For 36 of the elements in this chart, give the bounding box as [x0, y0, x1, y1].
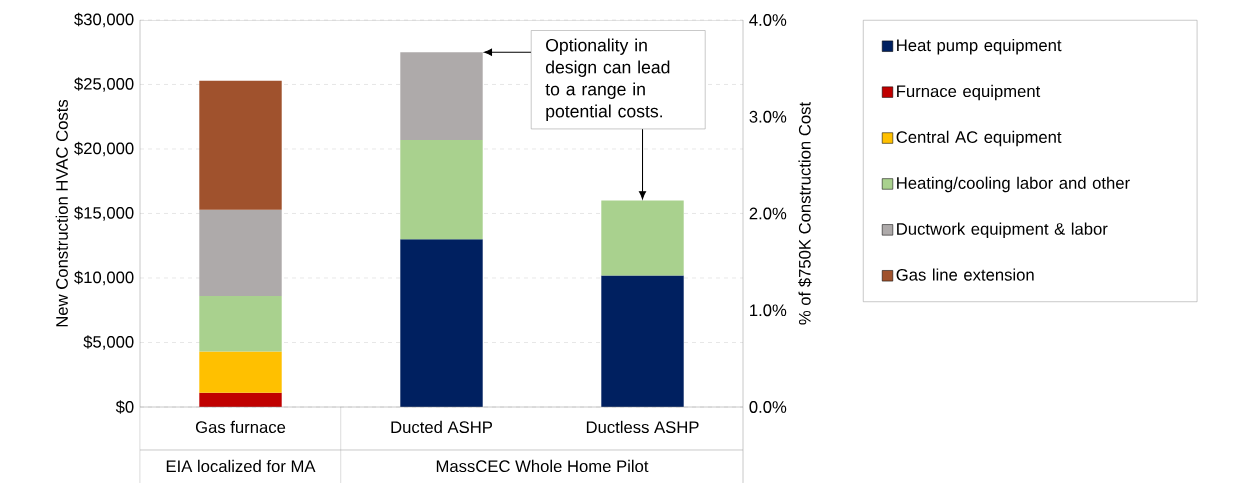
legend-label: Gas line extension — [896, 268, 1034, 281]
legend-label: Heating/cooling labor and other — [897, 176, 1130, 193]
x-tick-label: Gas furnace — [195, 420, 286, 434]
legend-label: Heat pump equipment — [897, 38, 1062, 55]
y-tick-label: $10,000 — [74, 270, 134, 286]
y-tick-label: $0 — [115, 400, 134, 414]
bar — [601, 275, 684, 407]
y-axis-title: New Construction HVAC Costs — [55, 99, 68, 327]
bar — [601, 200, 684, 276]
y2-tick-label: 0.0% — [749, 401, 787, 413]
legend-label: Ductwork equipment & labor — [897, 222, 1108, 239]
bar — [400, 52, 483, 140]
y2-axis-title: % of $750K Construction Cost — [798, 102, 812, 325]
text: MassCEC Whole Home Pilot — [436, 459, 649, 473]
y-tick-label: $20,000 — [74, 141, 134, 157]
bar — [199, 392, 282, 407]
text: EIA localized for MA — [166, 459, 316, 473]
x-tick-label: Ducted ASHP — [391, 420, 493, 434]
bar — [199, 296, 282, 352]
y2-tick-label: 1.0% — [750, 304, 787, 317]
bar — [400, 239, 483, 407]
bar — [199, 209, 282, 297]
bar — [199, 351, 282, 393]
y-tick-label: $5,000 — [83, 335, 134, 350]
legend-label: Central AC equipment — [896, 130, 1062, 147]
x-tick-label: Ductless ASHP — [586, 420, 699, 434]
legend-label: Furnace equipment — [897, 84, 1041, 101]
y2-tick-label: 2.0% — [749, 207, 787, 220]
y2-tick-label: 3.0% — [749, 110, 787, 123]
bar — [199, 80, 282, 210]
y-tick-label: $30,000 — [74, 12, 134, 28]
annotation: Optionality in design can lead to a range in potential costs. — [545, 38, 670, 121]
y2-tick-label: 4.0% — [749, 14, 787, 26]
y-tick-label: $15,000 — [74, 206, 134, 221]
bar — [400, 139, 483, 240]
y-tick-label: $25,000 — [74, 77, 134, 92]
